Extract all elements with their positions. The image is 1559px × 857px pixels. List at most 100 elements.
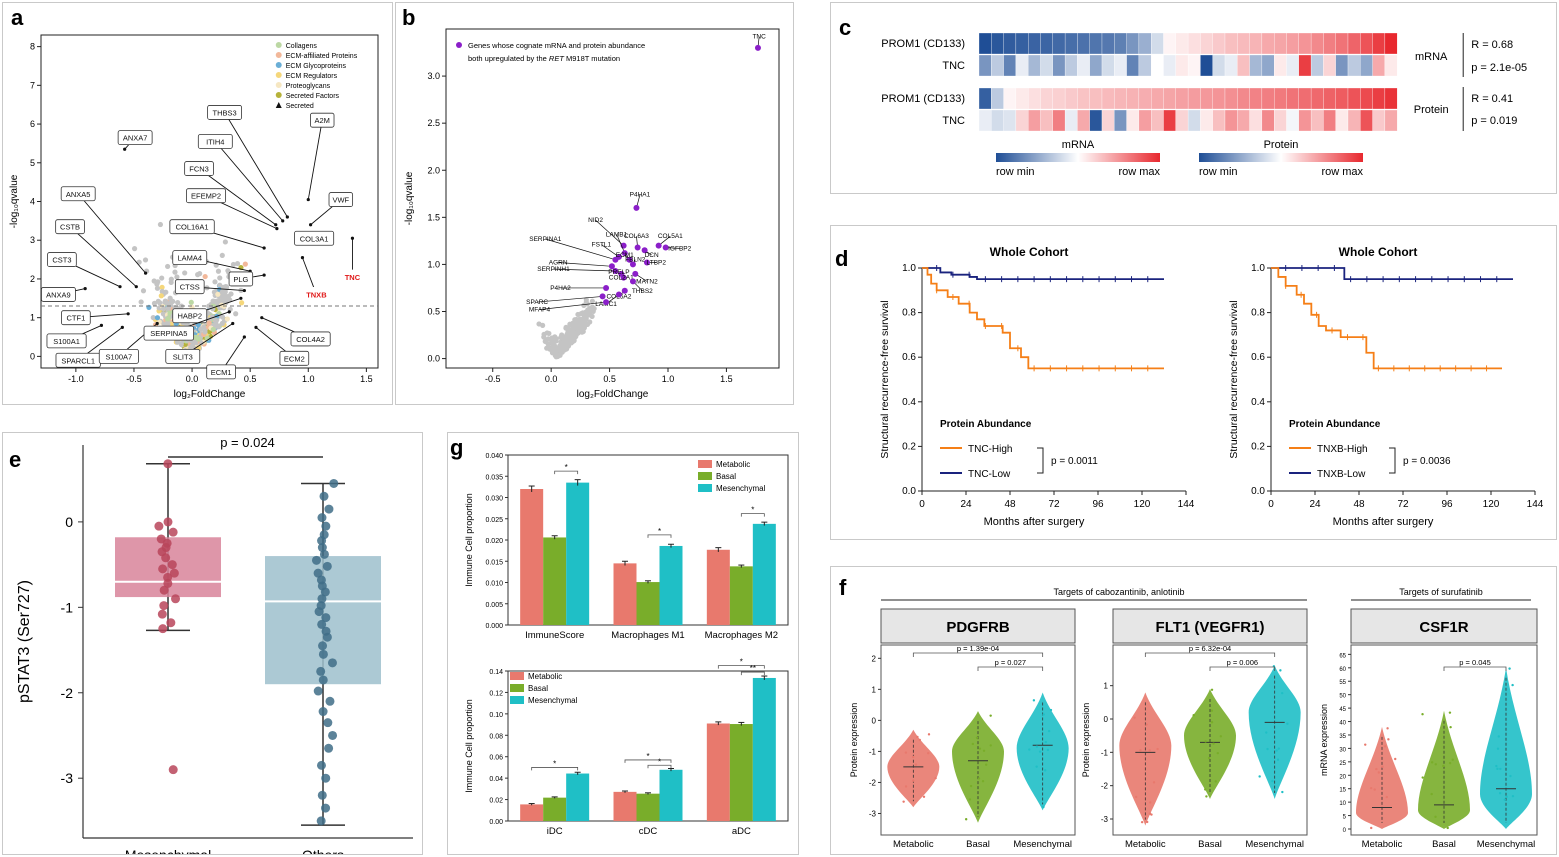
- scatter-point: [589, 304, 595, 310]
- heatmap-cell: [1237, 87, 1250, 110]
- jitter-point: [914, 763, 918, 766]
- heatmap-cell: [1249, 87, 1263, 110]
- panel-d: d Whole Cohort 0 24 48 72 96 120 144 0.0 0.2 0.4 0.6…: [830, 225, 1557, 540]
- heatmap-cell: [1335, 32, 1349, 55]
- heatmap-cell: [1175, 32, 1189, 55]
- data-point: [325, 696, 335, 706]
- jitter-point: [975, 736, 979, 739]
- facet-header: [1112, 608, 1308, 644]
- jitter-point: [1210, 709, 1214, 712]
- label-box: [117, 130, 153, 146]
- label-leader-line: [77, 193, 146, 274]
- jitter-point: [1279, 669, 1282, 672]
- heatmap-cell: [978, 32, 992, 55]
- scatter-point: [142, 257, 149, 263]
- heatmap-cell: [1298, 54, 1312, 77]
- label-leader-line: [537, 296, 603, 303]
- scatter-point: [219, 320, 225, 327]
- bar: [659, 545, 683, 625]
- scatter-point: [553, 338, 559, 344]
- jitter-point: [1044, 769, 1047, 772]
- heatmap-cell: [1323, 32, 1336, 55]
- panel-letter-c: c: [839, 15, 851, 40]
- label-box: [310, 112, 335, 128]
- jitter-point: [1281, 790, 1284, 794]
- label-box: [169, 219, 215, 235]
- y-tick-label: 0.2: [902, 441, 916, 452]
- heatmap-cell: [1286, 54, 1299, 77]
- scatter-point: [154, 315, 161, 321]
- label-box: [206, 364, 236, 380]
- gene-label: ECM2: [284, 354, 305, 363]
- jitter-point: [1446, 826, 1449, 830]
- legend-marker: [275, 42, 282, 48]
- jitter-point: [911, 755, 915, 759]
- jitter-point: [1496, 747, 1500, 750]
- p-value: p = 0.0011: [1051, 456, 1098, 467]
- jitter-point: [1210, 688, 1214, 691]
- plot-frame: [1350, 644, 1538, 836]
- gene-label: COL2A1: [609, 275, 634, 282]
- x-tick-label: 0.5: [244, 374, 257, 384]
- bar: [520, 489, 544, 625]
- label-box: [41, 287, 76, 302]
- row-label: TNC: [942, 60, 965, 72]
- label-arrow-tip: [274, 223, 278, 227]
- legend-title: Protein Abundance: [1289, 419, 1381, 430]
- jitter-point: [1134, 795, 1138, 799]
- gene-label: FBLN2: [625, 257, 646, 264]
- scatter-point: [583, 299, 589, 305]
- label-arrow-tip: [275, 227, 279, 231]
- y-tick-label: 0.010: [485, 581, 503, 588]
- scatter-point: [230, 261, 237, 268]
- y-tick-label: 0.12: [489, 690, 503, 697]
- heatmap-cell: [1335, 109, 1349, 132]
- group-header-right: Targets of surufatinib: [1399, 587, 1483, 597]
- heatmap-cell: [1052, 87, 1066, 110]
- jitter-point: [1275, 749, 1278, 752]
- data-point: [169, 568, 179, 578]
- data-point: [317, 536, 327, 546]
- heatmap-cell: [1261, 54, 1275, 77]
- significance-bracket: [740, 513, 765, 517]
- heatmap-cell: [1052, 32, 1066, 55]
- y-tick-label: 0.06: [489, 755, 503, 762]
- heatmap-cell: [1089, 32, 1103, 55]
- label-arrow-tip: [309, 223, 313, 227]
- y-tick-label: 0.04: [489, 776, 503, 783]
- y-tick-label: 0.8: [902, 308, 916, 319]
- significance-mark: *: [658, 757, 661, 766]
- label-box: [143, 325, 195, 341]
- legend-label: Metabolic: [528, 672, 562, 681]
- scatter-point: [544, 345, 550, 351]
- jitter-point: [1152, 781, 1156, 784]
- highlight-point: [754, 44, 761, 51]
- data-point: [167, 560, 177, 570]
- x-tick-label: 72: [1048, 499, 1060, 510]
- x-tick-label: iDC: [547, 826, 563, 837]
- heatmap-cell: [1237, 32, 1250, 55]
- jitter-point: [981, 780, 985, 783]
- jitter-point: [1133, 716, 1136, 719]
- scatter-point: [150, 314, 156, 321]
- label-box: [290, 331, 331, 347]
- y-tick-label: 2.5: [427, 118, 440, 128]
- violin-plot-f: f Targets of cabozantinib, anlotinib Targe…: [839, 575, 1538, 850]
- heatmap-cell: [1347, 32, 1361, 55]
- stat-r-mrna: R = 0.68: [1471, 39, 1513, 51]
- scatter-point: [157, 300, 163, 306]
- scatter-point: [228, 291, 234, 297]
- highlight-point: [633, 204, 640, 211]
- jitter-point: [1139, 749, 1142, 752]
- scatter-point: [198, 340, 204, 346]
- panel-letter-f: f: [839, 575, 847, 600]
- label-leader-line: [595, 219, 624, 246]
- scatter-point: [219, 252, 225, 259]
- highlight-point: [626, 256, 633, 263]
- jitter-point: [1214, 780, 1217, 783]
- gene-label: S100A1: [53, 337, 80, 346]
- heatmap-cell: [1372, 109, 1386, 132]
- y-tick-label: 0.035: [485, 474, 503, 481]
- highlight-point: [621, 287, 628, 294]
- jitter-point: [1192, 713, 1195, 717]
